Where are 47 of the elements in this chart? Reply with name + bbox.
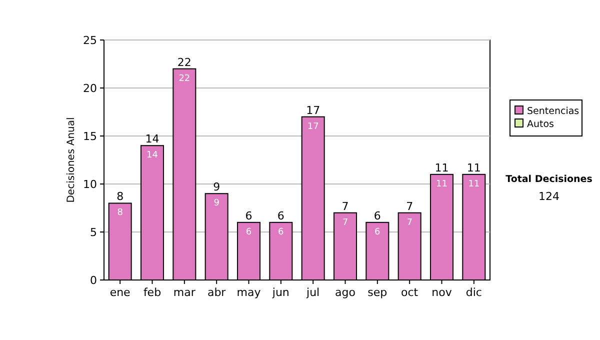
- data-label: 22: [178, 74, 190, 84]
- data-label: 7: [406, 218, 412, 228]
- y-tick-label: 20: [83, 82, 97, 95]
- y-tick-label: 10: [83, 178, 97, 191]
- x-tick-label: jul: [306, 286, 320, 299]
- text: 124: [538, 190, 560, 203]
- x-tick-label: ago: [335, 286, 356, 299]
- y-axis-title: Decisiones Anual: [66, 117, 77, 203]
- data-label: 6: [278, 227, 284, 238]
- x-tick-label: may: [236, 286, 262, 299]
- x-tick-label: ene: [110, 286, 131, 299]
- total-label: 11: [434, 161, 449, 174]
- x-tick-label: sep: [368, 286, 388, 299]
- total-label: 14: [145, 132, 160, 146]
- legend-label: Sentencias: [527, 106, 580, 117]
- x-tick-label: mar: [173, 286, 196, 299]
- text: Total Decisiones: [506, 174, 593, 185]
- data-label: 7: [342, 218, 348, 228]
- legend-label: Autos: [527, 119, 554, 130]
- total-label: 6: [374, 209, 381, 222]
- y-tick-label: 5: [90, 226, 97, 239]
- total-label: 6: [277, 209, 284, 222]
- y-tick-label: 15: [83, 130, 97, 143]
- total-label: 8: [116, 190, 124, 204]
- total-label: 22: [177, 56, 192, 69]
- y-tick-label: 25: [83, 34, 97, 47]
- total-label: 6: [245, 209, 252, 222]
- total-label: 7: [406, 200, 414, 213]
- x-tick-label: abr: [207, 286, 226, 299]
- x-tick-label: nov: [432, 286, 452, 299]
- x-tick-label: feb: [143, 286, 162, 299]
- total-label: 17: [306, 104, 320, 117]
- data-label: 9: [214, 198, 220, 209]
- data-label: 17: [307, 122, 319, 132]
- total-label: 11: [466, 161, 481, 174]
- data-label: 6: [374, 227, 381, 238]
- total-label: 7: [342, 200, 349, 213]
- x-tick-label: jun: [271, 286, 290, 299]
- x-tick-label: dic: [466, 286, 482, 299]
- data-label: 11: [436, 179, 448, 190]
- data-label: 6: [246, 227, 252, 238]
- total-label: 9: [213, 180, 220, 194]
- data-label: 14: [146, 150, 158, 161]
- x-tick-label: oct: [401, 286, 419, 299]
- y-tick-label: 0: [90, 274, 97, 287]
- data-label: 11: [468, 179, 480, 190]
- data-label: 8: [117, 208, 124, 218]
